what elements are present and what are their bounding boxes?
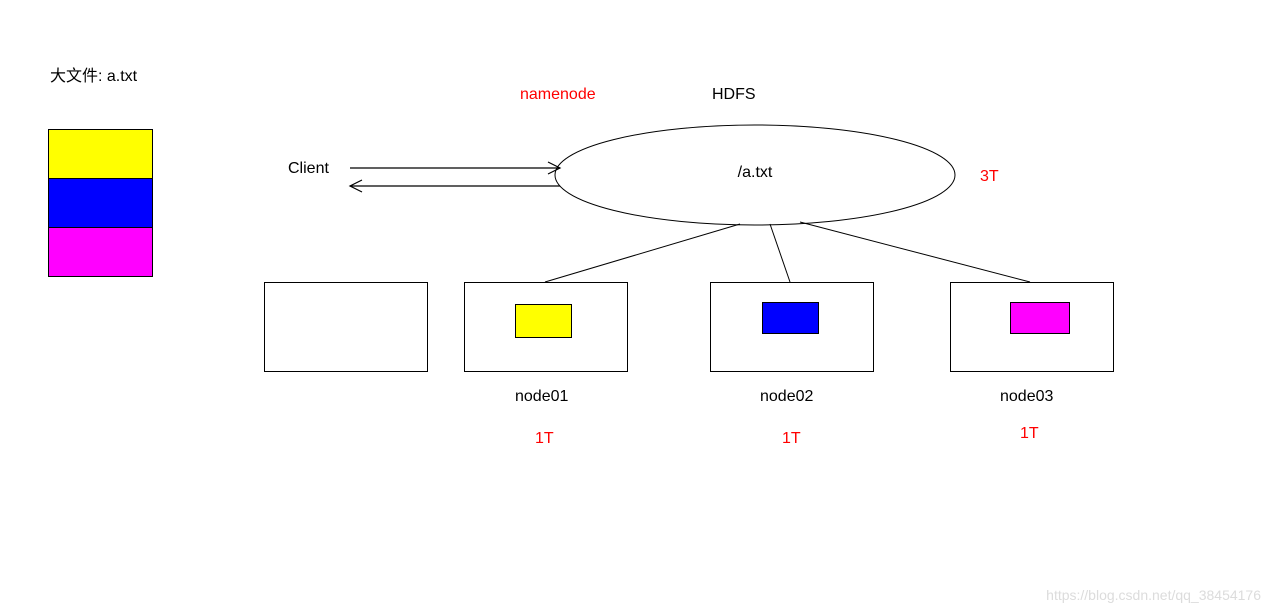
datanode-capacity-label: 1T (1020, 425, 1039, 443)
datanode-name-label: node01 (515, 388, 568, 406)
datanode-block (762, 302, 819, 334)
datanode-block (1010, 302, 1070, 334)
datanode-name-label: node02 (760, 388, 813, 406)
datanode-block (515, 304, 572, 338)
watermark-text: https://blog.csdn.net/qq_38454176 (1046, 587, 1261, 603)
datanode-name-label: node03 (1000, 388, 1053, 406)
datanode-capacity-label: 1T (535, 430, 554, 448)
datanode-capacity-label: 1T (782, 430, 801, 448)
datanode-box-empty (264, 282, 428, 372)
